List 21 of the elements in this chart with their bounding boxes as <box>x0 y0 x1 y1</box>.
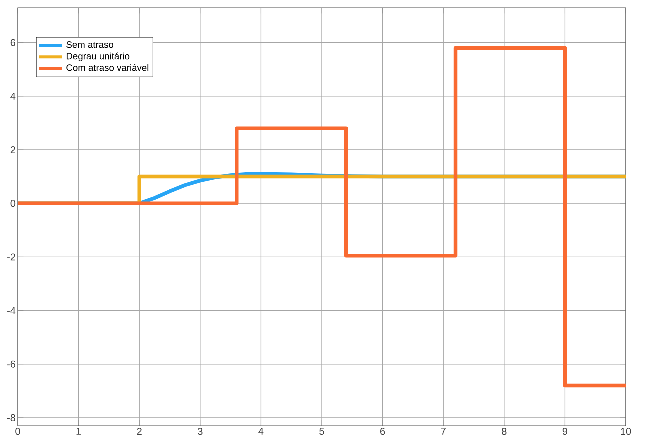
x-tick-label: 9 <box>562 428 568 436</box>
y-tick-label: -8 <box>8 414 16 422</box>
legend-label: Com atraso variável <box>66 64 149 72</box>
y-tick-label: -6 <box>8 360 16 368</box>
x-tick-label: 3 <box>198 428 203 436</box>
y-tick-label: -4 <box>8 307 16 314</box>
x-tick-label: 7 <box>441 428 446 435</box>
x-tick-label: 4 <box>258 428 264 435</box>
y-tick-label: 2 <box>10 146 16 154</box>
y-tick-label: 4 <box>10 92 16 100</box>
x-tick-label: 1 <box>76 428 82 435</box>
x-tick-label: 8 <box>502 428 507 436</box>
x-tick-label: 6 <box>380 428 386 436</box>
legend-label: Sem atraso <box>66 42 114 48</box>
y-tick-label: 6 <box>10 39 16 46</box>
y-tick-label: 0 <box>10 200 16 208</box>
x-tick-label: 10 <box>621 428 632 436</box>
x-tick-label: 2 <box>137 428 142 436</box>
legend-label: Degrau unitário <box>66 52 130 62</box>
x-tick-label: 5 <box>320 428 324 436</box>
y-tick-label: -2 <box>8 254 16 261</box>
